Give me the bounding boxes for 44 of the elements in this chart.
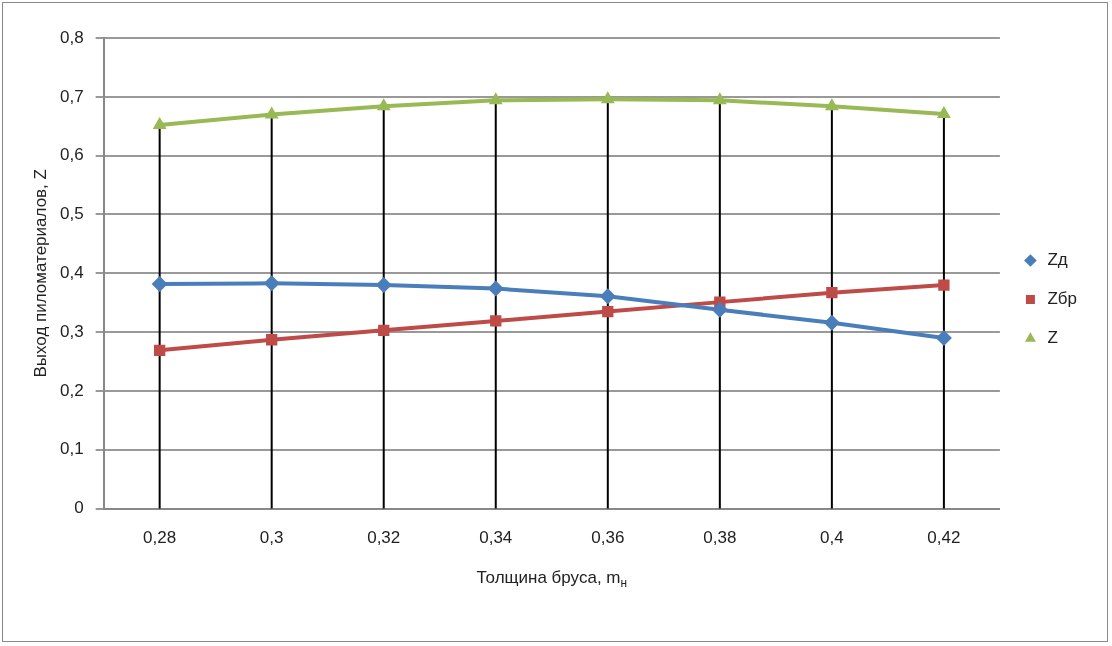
y-axis-title: Выход пиломатериалов, Z (30, 169, 50, 378)
x-tick-label: 0,4 (820, 528, 844, 548)
point (378, 324, 390, 337)
point (935, 330, 952, 347)
point (599, 288, 616, 305)
point (602, 305, 614, 318)
point (936, 105, 951, 118)
point (490, 315, 502, 327)
point (938, 279, 950, 291)
point (264, 106, 279, 119)
point (823, 314, 840, 331)
point (824, 98, 839, 111)
point (712, 92, 727, 105)
x-tick-label: 0,42 (927, 528, 961, 548)
point (152, 117, 167, 130)
x-tick-label: 0,32 (367, 528, 401, 548)
x-tick-label: 0,28 (143, 528, 177, 548)
point (488, 92, 503, 105)
point (153, 344, 166, 357)
y-tick-label: 0,4 (59, 262, 84, 282)
x-tick-label: 0,38 (703, 528, 737, 548)
x-tick-label: 0,34 (479, 528, 513, 548)
point (600, 91, 615, 104)
point (487, 280, 504, 297)
y-tick-label: 0,6 (59, 145, 84, 165)
y-tick-label: 0,7 (59, 86, 84, 106)
legend-label: Z (1047, 328, 1058, 348)
x-tick-label: 0,3 (259, 528, 284, 548)
point (826, 287, 838, 299)
point (376, 98, 391, 111)
legend-label: Zбр (1047, 289, 1077, 309)
y-tick-label: 0,1 (59, 439, 84, 459)
point (711, 301, 728, 318)
x-tick-label: 0,36 (591, 528, 625, 548)
point (263, 275, 280, 292)
y-tick-label: 0,2 (59, 380, 84, 400)
point (375, 277, 392, 294)
y-tick-label: 0,5 (59, 204, 84, 224)
y-tick-label: 0,3 (59, 321, 84, 341)
point (151, 275, 168, 292)
legend-label: Zд (1047, 250, 1068, 270)
y-tick-label: 0,8 (59, 27, 84, 47)
y-tick-label: 0 (74, 498, 84, 518)
point (266, 334, 278, 346)
